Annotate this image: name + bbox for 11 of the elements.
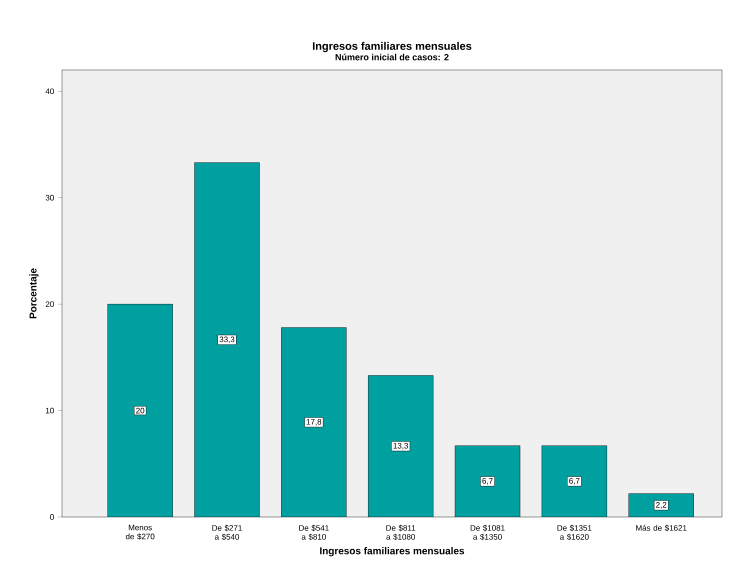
x-axis-title: Ingresos familiares mensuales bbox=[320, 547, 464, 556]
bar bbox=[108, 304, 173, 517]
bar bbox=[454, 445, 520, 517]
bar bbox=[368, 375, 434, 517]
chart-title: Ingresos familiares mensuales bbox=[312, 42, 472, 52]
bar bbox=[281, 327, 347, 517]
bar bbox=[542, 445, 608, 517]
chart-subtitle: Número inicial de casos: 2 bbox=[336, 54, 449, 60]
bar bbox=[194, 162, 260, 517]
bar bbox=[628, 493, 694, 517]
y-axis-title: Porcentaje bbox=[29, 268, 39, 318]
